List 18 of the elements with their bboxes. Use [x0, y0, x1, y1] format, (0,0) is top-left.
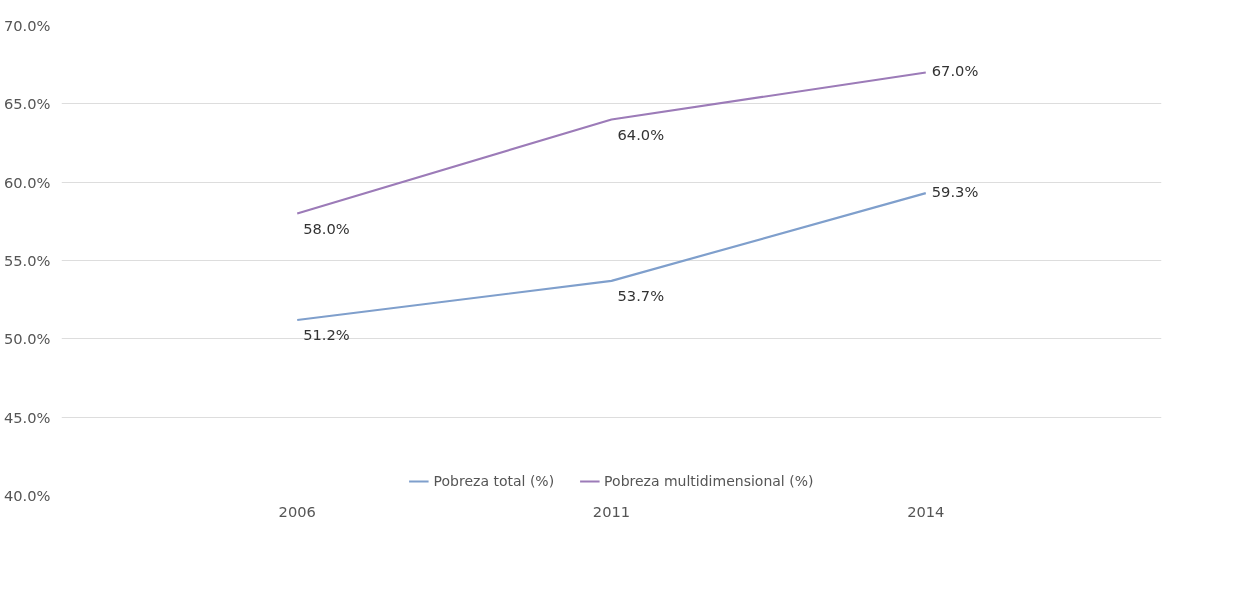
y-tick-label: 65.0% [3, 95, 51, 113]
x-tick-label: 2011 [592, 502, 631, 520]
data-label: 67.0% [931, 62, 979, 79]
data-label: 64.0% [617, 125, 665, 143]
data-label: 53.7% [617, 286, 665, 304]
y-tick-label: 60.0% [3, 173, 51, 191]
y-tick-label: 70.0% [3, 17, 51, 34]
legend-label: Pobreza multidimensional (%) [604, 473, 814, 489]
x-tick-label: 2006 [278, 502, 316, 520]
x-tick-label: 2014 [907, 502, 945, 520]
data-label: 59.3% [931, 182, 979, 200]
y-tick-label: 40.0% [3, 487, 51, 504]
data-label: 58.0% [303, 219, 350, 237]
y-tick-label: 55.0% [3, 252, 51, 269]
y-tick-label: 50.0% [3, 330, 51, 348]
y-tick-label: 45.0% [3, 408, 51, 426]
legend-label: Pobreza total (%) [433, 473, 555, 489]
data-label: 51.2% [303, 326, 350, 344]
